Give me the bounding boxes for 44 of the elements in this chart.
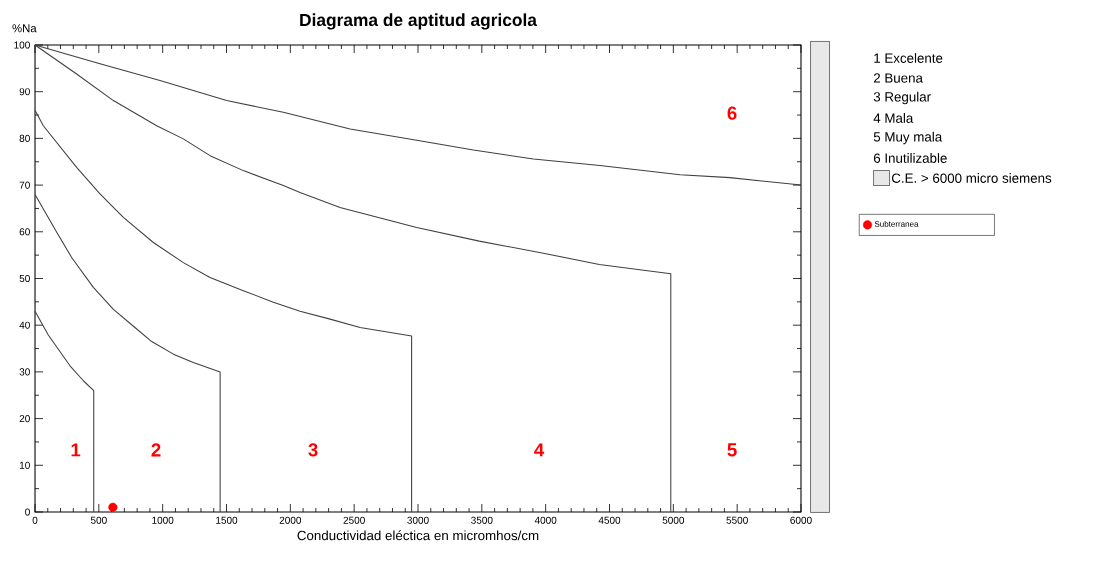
x-tick-label: 2500: [343, 516, 365, 524]
y-tick-label: 40: [19, 321, 30, 329]
x-tick-label: 6000: [790, 516, 812, 524]
annotation: 5: [727, 443, 737, 457]
y-tick-label: 50: [19, 274, 30, 283]
x-tick-label: 500: [90, 516, 107, 524]
y-tick-label: 80: [19, 134, 30, 142]
x-tick-label: 1500: [216, 516, 238, 524]
y-tick-label: 100: [14, 41, 30, 49]
text: 2 Buena: [873, 73, 923, 83]
text: 6 Inutilizable: [873, 153, 947, 163]
x-tick-label: 5500: [726, 516, 748, 524]
y-axis-title: %Na: [12, 24, 37, 33]
x-tick-label: 0: [32, 516, 38, 524]
text: 3 Regular: [873, 91, 931, 105]
annotation: 6: [727, 106, 737, 120]
text: 1 Excelente: [874, 53, 943, 63]
y-tick-label: 10: [19, 461, 30, 469]
x-tick-label: 1000: [152, 516, 174, 524]
annotation: 2: [151, 443, 161, 457]
x-tick-label: 4500: [598, 516, 621, 524]
line-series: [34, 193, 221, 513]
x-tick-label: 4000: [534, 516, 557, 524]
x-tick-label: 3500: [471, 516, 493, 524]
annotation: 3: [308, 443, 318, 457]
line-series: [34, 310, 95, 513]
y-tick-label: 60: [19, 228, 30, 236]
annotation: 1: [71, 443, 81, 457]
text: 4 Mala: [873, 113, 914, 123]
x-tick-label: 3000: [407, 516, 429, 524]
y-tick-label: 0: [25, 508, 30, 516]
x-tick-label: 2000: [279, 516, 302, 524]
chart-title: Diagrama de aptitud agricola: [300, 13, 538, 30]
text: 5 Muy mala: [873, 131, 943, 145]
annotation: 4: [534, 443, 545, 457]
y-tick-label: 30: [19, 368, 30, 376]
y-tick-label: 90: [19, 88, 30, 96]
line-series: [34, 109, 413, 513]
y-tick-label: 20: [19, 415, 30, 423]
x-axis-title: Conductividad eléctica en micromhos/cm: [297, 530, 539, 541]
x-tick-label: 5000: [662, 516, 685, 524]
legend-label: Subterranea: [874, 220, 919, 227]
text: C.E. > 6000 micro siemens: [891, 173, 1052, 183]
y-tick-label: 70: [19, 181, 30, 189]
